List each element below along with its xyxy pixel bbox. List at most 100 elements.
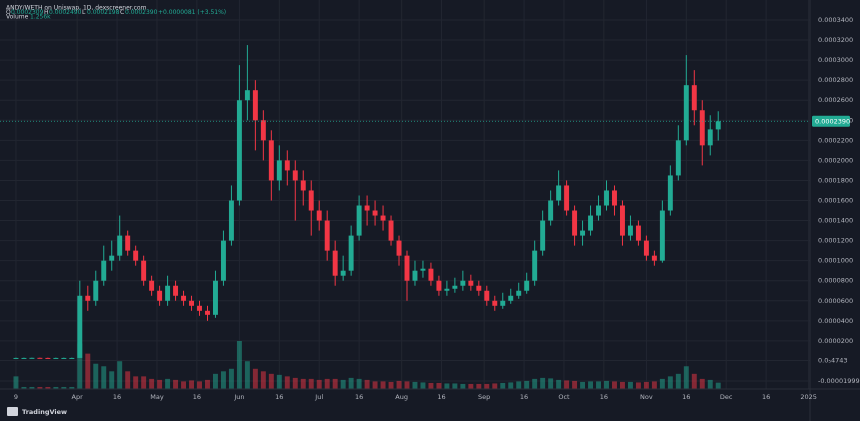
candle-body	[404, 255, 410, 281]
volume-bar	[540, 377, 546, 389]
volume-bar	[244, 361, 250, 389]
candle-body	[452, 285, 458, 289]
volume-bar	[69, 386, 75, 389]
volume-bar	[588, 381, 594, 389]
volume-bar	[500, 382, 506, 389]
candle-body	[420, 268, 426, 271]
volume-bar	[324, 378, 330, 389]
y-tick-label: 0.0000800	[818, 277, 853, 285]
branding: TradingView	[22, 408, 67, 416]
volume-bar	[93, 363, 99, 389]
x-tick-label: 16	[600, 393, 608, 401]
x-tick-label: 16	[355, 393, 363, 401]
volume-bar	[181, 381, 187, 389]
volume-bar	[659, 378, 665, 389]
volume-bar	[189, 380, 195, 389]
volume-bar	[205, 379, 210, 389]
candle-body	[372, 210, 378, 216]
ohlc-key: C	[120, 9, 124, 16]
candle-body	[284, 160, 290, 171]
candle-body	[69, 357, 75, 359]
ohlc-legend: O 0.0002309 H 0.0002490 L 0.0002198 C 0.0002390…	[6, 9, 226, 16]
candle-body	[428, 268, 434, 281]
candle-body	[61, 357, 67, 359]
candle-body	[37, 357, 43, 359]
candle-body	[260, 120, 266, 141]
volume-bar	[707, 379, 713, 389]
candle-body	[675, 140, 681, 176]
candle-body	[556, 185, 562, 201]
ohlc-value: 0.0002198	[87, 9, 120, 16]
y-tick-label: 0.0000400	[818, 317, 853, 325]
candle-body	[133, 250, 139, 261]
ohlc-key: H	[44, 9, 49, 16]
volume-bar	[236, 341, 242, 389]
volume-bar	[516, 381, 522, 389]
volume-bar	[260, 371, 266, 389]
candle-body	[356, 205, 362, 236]
volume-bar	[85, 353, 91, 389]
candle-body	[476, 285, 482, 291]
volume-bar	[444, 383, 450, 389]
candle-body	[348, 235, 354, 271]
candle-body	[292, 170, 298, 181]
candle-body	[612, 190, 617, 206]
x-tick-label: Nov	[640, 393, 653, 401]
candle-body	[117, 235, 123, 256]
candle-body	[500, 300, 506, 306]
volume-bar	[356, 378, 362, 389]
volume-bar	[675, 373, 681, 389]
x-tick-label: Dec	[720, 393, 733, 401]
y-tick-label: 0.0₅4743	[818, 356, 848, 364]
logo	[7, 407, 18, 416]
candle-body	[460, 280, 466, 286]
ohlc-key: O	[6, 9, 11, 16]
candle-body	[21, 357, 27, 359]
volume-bar	[715, 382, 721, 389]
volume-bar	[77, 343, 83, 389]
volume-bar	[37, 386, 43, 389]
volume-bar	[619, 381, 625, 389]
volume-bar	[651, 381, 657, 389]
candle-body	[316, 210, 322, 221]
volume-bar	[691, 373, 697, 389]
candle-body	[596, 205, 601, 216]
candle-body	[141, 260, 147, 281]
x-tick-label: 16	[193, 393, 201, 401]
axes: -0.00001999 0.0₅4743 0.0000200 0.0000400 0.0…	[14, 16, 860, 401]
x-tick-label: Oct	[558, 393, 570, 401]
candle-body	[524, 280, 530, 291]
volume-bar	[635, 382, 641, 389]
candle-body	[340, 270, 346, 276]
volume-bar	[300, 378, 306, 389]
volume-bar	[276, 374, 282, 389]
candle-body	[332, 250, 338, 276]
candle-body	[619, 205, 625, 236]
y-tick-label: 0.0001400	[818, 217, 853, 225]
x-tick-label: 16	[682, 393, 690, 401]
symbol-title: ANDY/WETH on Uniswap, 1D, dexscreener.co…	[6, 5, 147, 12]
x-tick-label: 9	[14, 393, 18, 401]
candle-body	[236, 100, 242, 201]
candle-body	[324, 220, 330, 251]
y-tick-label: 0.0000200	[818, 337, 853, 345]
volume-bar	[643, 381, 649, 389]
last-price-label: 0.0002390	[815, 117, 850, 125]
volume-bar	[220, 371, 226, 389]
volume-bar	[460, 383, 466, 389]
volume-bar	[157, 379, 163, 389]
volume-bar	[524, 380, 530, 389]
volume-bar	[165, 378, 171, 389]
ohlc-value: 0.0002390	[125, 9, 158, 16]
candle-body	[300, 180, 306, 191]
candle-body	[173, 285, 179, 296]
candle-body	[109, 255, 115, 261]
volume-bar	[580, 381, 586, 389]
y-tick-label: 0.0003000	[818, 56, 853, 64]
x-tick-label: 16	[113, 393, 121, 401]
candle-body	[101, 260, 107, 281]
candle-body	[715, 121, 721, 130]
candle-body	[643, 240, 649, 256]
volume-bar	[396, 380, 402, 389]
